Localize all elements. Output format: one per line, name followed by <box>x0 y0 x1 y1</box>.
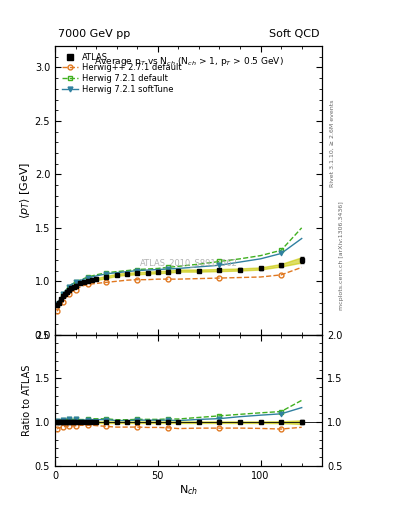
Text: ATLAS_2010_S8918562: ATLAS_2010_S8918562 <box>140 258 238 267</box>
Y-axis label: Ratio to ATLAS: Ratio to ATLAS <box>22 365 32 436</box>
Text: mcplots.cern.ch [arXiv:1306.3436]: mcplots.cern.ch [arXiv:1306.3436] <box>339 202 344 310</box>
Y-axis label: $\langle p_{T} \rangle$ [GeV]: $\langle p_{T} \rangle$ [GeV] <box>18 162 32 219</box>
Text: 7000 GeV pp: 7000 GeV pp <box>58 29 130 39</box>
Text: Rivet 3.1.10, ≥ 2.6M events: Rivet 3.1.10, ≥ 2.6M events <box>329 100 334 187</box>
Text: Average p$_{T}$ vs N$_{ch}$ (N$_{ch}$ > 1, p$_{T}$ > 0.5 GeV): Average p$_{T}$ vs N$_{ch}$ (N$_{ch}$ > … <box>94 55 284 68</box>
X-axis label: N$_{ch}$: N$_{ch}$ <box>179 483 198 497</box>
Legend: ATLAS, Herwig++ 2.7.1 default, Herwig 7.2.1 default, Herwig 7.2.1 softTune: ATLAS, Herwig++ 2.7.1 default, Herwig 7.… <box>59 50 184 96</box>
Text: Soft QCD: Soft QCD <box>269 29 320 39</box>
